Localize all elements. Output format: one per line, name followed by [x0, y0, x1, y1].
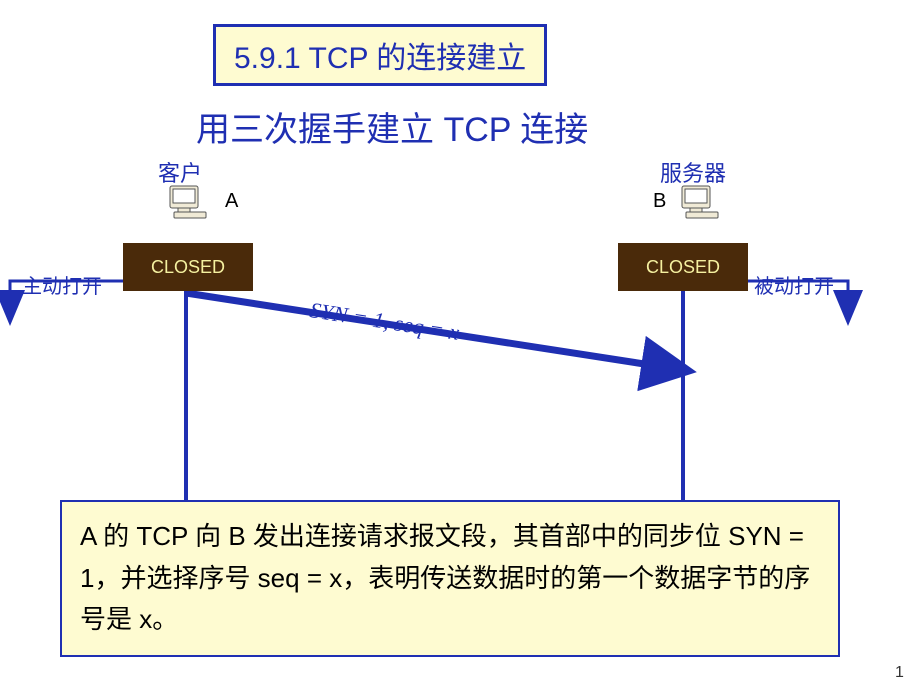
subtitle: 用三次握手建立 TCP 连接 — [196, 102, 588, 151]
section-title-box: 5.9.1 TCP 的连接建立 — [213, 24, 547, 86]
server-letter: B — [653, 190, 666, 213]
page-number: 1 — [895, 664, 904, 682]
active-open-label: 主动打开 — [22, 270, 102, 299]
server-state-box: CLOSED — [618, 243, 748, 291]
server-computer-icon — [680, 184, 722, 220]
syn-message-label: SYN = 1, seq = x — [308, 297, 461, 346]
explanation-box: A 的 TCP 向 B 发出连接请求报文段，其首部中的同步位 SYN = 1，并… — [60, 500, 840, 657]
section-title-text: 5.9.1 TCP 的连接建立 — [234, 42, 526, 75]
passive-open-label: 被动打开 — [754, 270, 834, 299]
client-computer-icon — [168, 184, 210, 220]
client-state-box: CLOSED — [123, 243, 253, 291]
client-letter: A — [225, 190, 238, 213]
